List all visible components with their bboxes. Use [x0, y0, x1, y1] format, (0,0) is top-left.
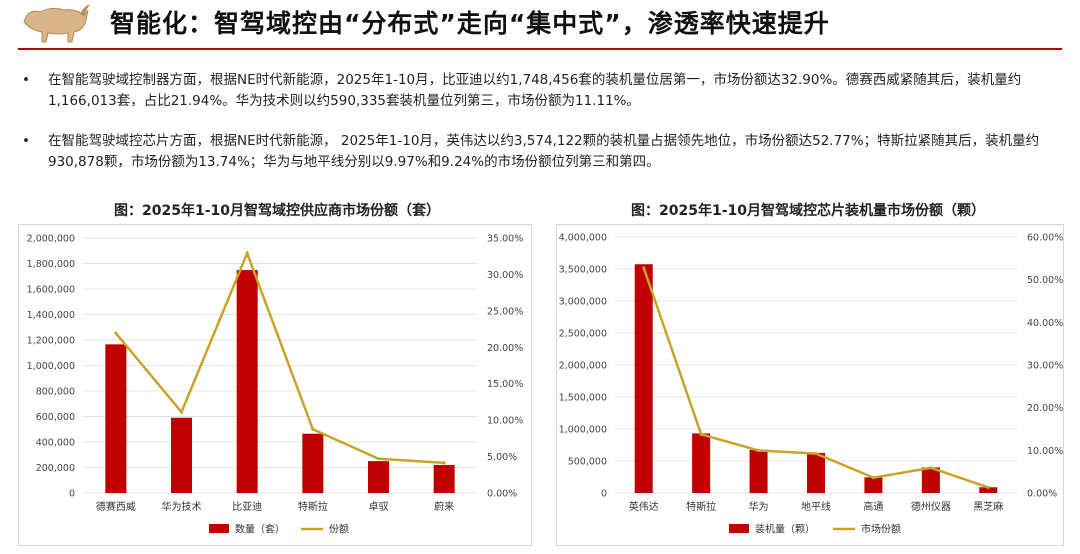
y-tick-label: 4,000,000 — [559, 233, 607, 244]
line-point — [756, 448, 761, 453]
bullet-item: • 在智能驾驶域控芯片方面，根据NE时代新能源， 2025年1-10月，英伟达以… — [22, 131, 1062, 173]
y-tick-label: 600,000 — [36, 412, 75, 423]
bar — [368, 461, 389, 493]
y2-tick-label: 20.00% — [1027, 403, 1063, 414]
bar — [105, 344, 127, 493]
line-point — [311, 427, 315, 431]
bullet-text: 在智能驾驶域控制器方面，根据NE时代新能源，2025年1-10月，比亚迪以约1,… — [48, 72, 1022, 109]
chip-share-chart: 0 500,000 1,000,000 1,500,000 2,000,000 2,500… — [559, 233, 1064, 536]
y-tick-label: 500,000 — [568, 457, 607, 468]
bar — [979, 487, 998, 493]
y-tick-label: 0 — [601, 489, 607, 500]
bar — [171, 417, 192, 493]
bar — [864, 477, 883, 493]
y-tick-label: 1,400,000 — [27, 310, 75, 321]
y-tick-label: 1,500,000 — [559, 393, 607, 404]
y-tick-label: 0 — [69, 489, 75, 500]
line-point — [871, 476, 876, 480]
legend-swatch-bar — [729, 524, 749, 533]
title-divider — [18, 48, 1062, 50]
line-point — [442, 461, 446, 465]
x-tick-label: 比亚迪 — [232, 501, 262, 513]
x-tick-label: 高通 — [863, 500, 883, 513]
y2-tick-label: 10.00% — [1027, 446, 1063, 457]
x-tick-label: 华为 — [749, 500, 769, 513]
bullet-marker: • — [22, 72, 30, 88]
legend-label: 份额 — [329, 523, 349, 536]
bar — [921, 467, 940, 493]
bar — [236, 270, 258, 493]
x-tick-label: 黑芝麻 — [973, 500, 1003, 513]
y2-tick-label: 0.00% — [487, 489, 517, 500]
y2-tick-label: 30.00% — [487, 270, 523, 281]
line-point — [245, 251, 249, 255]
x-tick-label: 特斯拉 — [686, 500, 716, 513]
y2-tick-label: 0.00% — [1027, 489, 1057, 500]
y2-tick-label: 40.00% — [1027, 318, 1063, 329]
chart-panel-controller: 0 200,000 400,000 600,000 800,000 1,000,000 1,… — [18, 224, 532, 546]
bar — [634, 264, 653, 493]
y-tick-label: 2,000,000 — [27, 234, 75, 245]
y2-tick-label: 25.00% — [487, 306, 523, 317]
chart-panel-chip: 0 500,000 1,000,000 1,500,000 2,000,000 2,500… — [556, 224, 1064, 546]
bullet-item: • 在智能驾驶域控制器方面，根据NE时代新能源，2025年1-10月，比亚迪以约… — [22, 70, 1062, 112]
chart-title-controller: 图：2025年1-10月智驾域控供应商市场份额（套） — [114, 203, 440, 219]
x-tick-label: 英伟达 — [629, 500, 659, 513]
x-tick-label: 德赛西威 — [96, 500, 136, 513]
x-tick-label: 蔚来 — [434, 501, 454, 513]
y2-tick-label: 30.00% — [1027, 361, 1063, 372]
bullet-marker: • — [22, 133, 30, 149]
y-tick-label: 200,000 — [36, 463, 75, 474]
share-line — [114, 249, 445, 465]
y2-tick-label: 35.00% — [487, 234, 523, 245]
line-point — [114, 331, 118, 335]
bullet-text: 在智能驾驶域控芯片方面，根据NE时代新能源， 2025年1-10月，英伟达以约3… — [48, 133, 1040, 170]
legend-label: 数量（套） — [235, 523, 285, 536]
legend-label: 装机量（颗） — [755, 523, 815, 536]
y2-tick-label: 60.00% — [1027, 233, 1063, 244]
bullet-list: • 在智能驾驶域控制器方面，根据NE时代新能源，2025年1-10月，比亚迪以约… — [22, 70, 1062, 192]
x-tick-label: 特斯拉 — [298, 500, 328, 513]
legend-label: 市场份额 — [861, 523, 901, 536]
line-point — [814, 451, 818, 456]
line-point — [699, 432, 703, 436]
x-tick-label: 地平线 — [801, 500, 831, 513]
chart-title-chip: 图：2025年1-10月智驾域控芯片装机量市场份额（颗） — [631, 203, 985, 219]
y-tick-label: 2,500,000 — [559, 329, 607, 340]
bar — [807, 452, 825, 493]
bull-logo-icon — [23, 4, 90, 43]
y2-tick-label: 10.00% — [487, 416, 523, 427]
bar — [692, 433, 711, 493]
line-point — [376, 457, 381, 461]
y-tick-label: 1,600,000 — [27, 285, 75, 296]
y2-tick-label: 15.00% — [487, 379, 523, 390]
y-tick-label: 1,000,000 — [559, 425, 607, 436]
x-tick-label: 华为技术 — [162, 500, 202, 513]
x-tick-label: 德州仪器 — [911, 500, 951, 513]
y-tick-label: 1,800,000 — [27, 259, 75, 270]
y-tick-label: 400,000 — [36, 438, 75, 449]
line-point — [986, 485, 990, 490]
y2-tick-label: 50.00% — [1027, 275, 1063, 286]
line-point — [179, 410, 184, 414]
bar — [302, 433, 324, 493]
y-tick-label: 1,000,000 — [27, 361, 75, 372]
line-point — [929, 466, 933, 470]
y2-tick-label: 5.00% — [487, 452, 517, 463]
y2-tick-label: 20.00% — [487, 343, 523, 354]
bar — [749, 449, 768, 493]
line-point — [642, 266, 646, 270]
y-tick-label: 3,500,000 — [559, 265, 607, 276]
x-tick-label: 卓驭 — [369, 501, 389, 513]
page-title: 智能化：智驾域控由“分布式”走向“集中式”，渗透率快速提升 — [110, 9, 830, 38]
y-tick-label: 800,000 — [36, 387, 75, 398]
legend-swatch-bar — [209, 524, 229, 533]
y-tick-label: 2,000,000 — [559, 361, 607, 372]
y-tick-label: 1,200,000 — [27, 336, 75, 347]
y-tick-label: 3,000,000 — [559, 297, 607, 308]
bar — [433, 464, 455, 493]
controller-share-chart: 0 200,000 400,000 600,000 800,000 1,000,000 1,… — [27, 234, 524, 536]
